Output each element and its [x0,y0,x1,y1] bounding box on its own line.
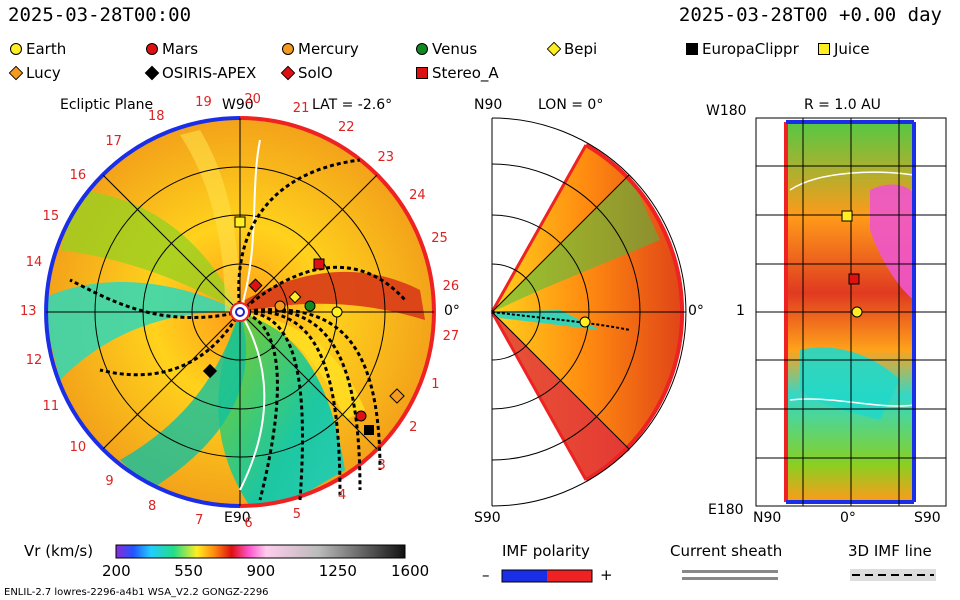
legend-label: Bepi [564,40,598,58]
legend-item-mars: Mars [146,40,198,58]
carrington-tick: 8 [148,498,157,514]
carrington-tick: 14 [25,255,43,271]
carrington-tick: 12 [25,352,43,368]
square-icon [416,67,428,79]
legend-label: Earth [26,40,67,58]
legend-item-lucy: Lucy [8,64,61,82]
imf-title: IMF polarity [502,542,590,560]
ecliptic-right-label: 0° [444,303,460,319]
sphere-r-label: R = 1.0 AU [804,97,881,113]
square-icon [818,43,830,55]
colorbar-tick: 550 [174,562,203,580]
carrington-tick: 2 [409,420,418,436]
carrington-tick: 18 [148,109,165,125]
ecliptic-lat-label: LAT = -2.6° [312,97,393,113]
sheath-title: Current sheath [670,542,783,560]
circle-icon [282,43,294,55]
ecliptic-panel [44,116,436,508]
meridional-top-label: N90 [474,97,503,113]
sphere-x-label-s90: S90 [914,510,941,526]
footer-left: ENLIL-2.7 lowres-2296-a4b1 WSA_V2.2 GONG… [4,587,269,598]
legend-label: Lucy [26,64,61,82]
colorbar-tick: 900 [246,562,276,580]
carrington-tick: 15 [42,208,60,224]
carrington-tick: 11 [42,399,60,415]
imf-minus: – [482,566,490,584]
carrington-tick: 23 [377,149,395,165]
legend-label: Stereo_A [432,64,499,82]
legend-label: OSIRIS-APEX [162,64,257,82]
sphere-x-label-0: 0° [840,510,856,526]
carrington-tick: 27 [442,328,460,344]
meridional-lon-label: LON = 0° [538,97,604,113]
ecliptic-title: Ecliptic Plane [60,97,154,113]
carrington-tick: 21 [292,100,310,116]
sphere-x-label-n90: N90 [753,510,782,526]
carrington-tick: 10 [69,440,87,456]
sphere-top-left: W180 [706,103,747,119]
carrington-tick: 7 [195,512,204,528]
circle-icon [416,43,428,55]
legend-label: Mercury [298,40,359,58]
legend-label: SolO [298,64,333,82]
legend-item-juice: Juice [818,40,870,58]
time-left: 2025-03-28T00:00 [8,4,192,26]
ecliptic-bottom-label: E90 [224,510,251,526]
legend-label: EuropaClippr [702,40,799,58]
carrington-tick: 3 [377,458,386,474]
colorbar [115,544,406,559]
colorbar-tick: 200 [102,562,131,580]
carrington-tick: 6 [244,515,253,531]
imfline-title: 3D IMF line [848,542,932,560]
legend-item-osiris-apex: OSIRIS-APEX [144,64,257,82]
time-right: 2025-03-28T00 +0.00 day [678,4,942,26]
carrington-tick: 19 [195,95,212,111]
colorbar-tick: 1250 [318,562,357,580]
carrington-tick: 5 [292,507,302,523]
colorbar-tick: 1600 [391,562,430,580]
carrington-tick: 20 [244,92,261,108]
legend-item-bepi: Bepi [546,40,598,58]
legend-item-europaclippr: EuropaClippr [686,40,799,58]
ecliptic-top-label: W90 [222,97,254,113]
sphere-bottom-left: E180 [708,502,744,518]
legend-item-earth: Earth [10,40,66,58]
carrington-tick: 24 [409,187,426,203]
carrington-tick: 9 [105,474,114,490]
sphere-panel [755,117,947,507]
carrington-tick: 1 [431,376,440,392]
carrington-tick: 13 [20,304,37,319]
legend-label: Juice [834,40,870,58]
meridional-bottom-label: S90 [474,510,501,526]
carrington-tick: 16 [69,167,87,183]
sphere-mid-left: 1 [736,303,745,319]
legend-item-venus: Venus [416,40,477,58]
circle-icon [10,43,22,55]
carrington-tick: 4 [338,487,347,503]
carrington-tick: 26 [442,279,460,295]
legend-label: Venus [432,40,478,58]
legend-item-mercury: Mercury [282,40,359,58]
legend-label: Mars [162,40,199,58]
legend-item-solo: SolO [280,64,333,82]
meridional-right-label: 0° [688,303,704,319]
circle-icon [146,43,158,55]
colorbar-label: Vr (km/s) [24,542,94,560]
carrington-tick: 17 [105,133,122,149]
carrington-tick: 25 [431,231,448,247]
meridional-panel [490,117,687,507]
legend-item-stereo_a: Stereo_A [416,64,499,82]
imf-plus: + [600,566,613,584]
square-icon [686,43,698,55]
carrington-tick: 22 [338,120,355,136]
